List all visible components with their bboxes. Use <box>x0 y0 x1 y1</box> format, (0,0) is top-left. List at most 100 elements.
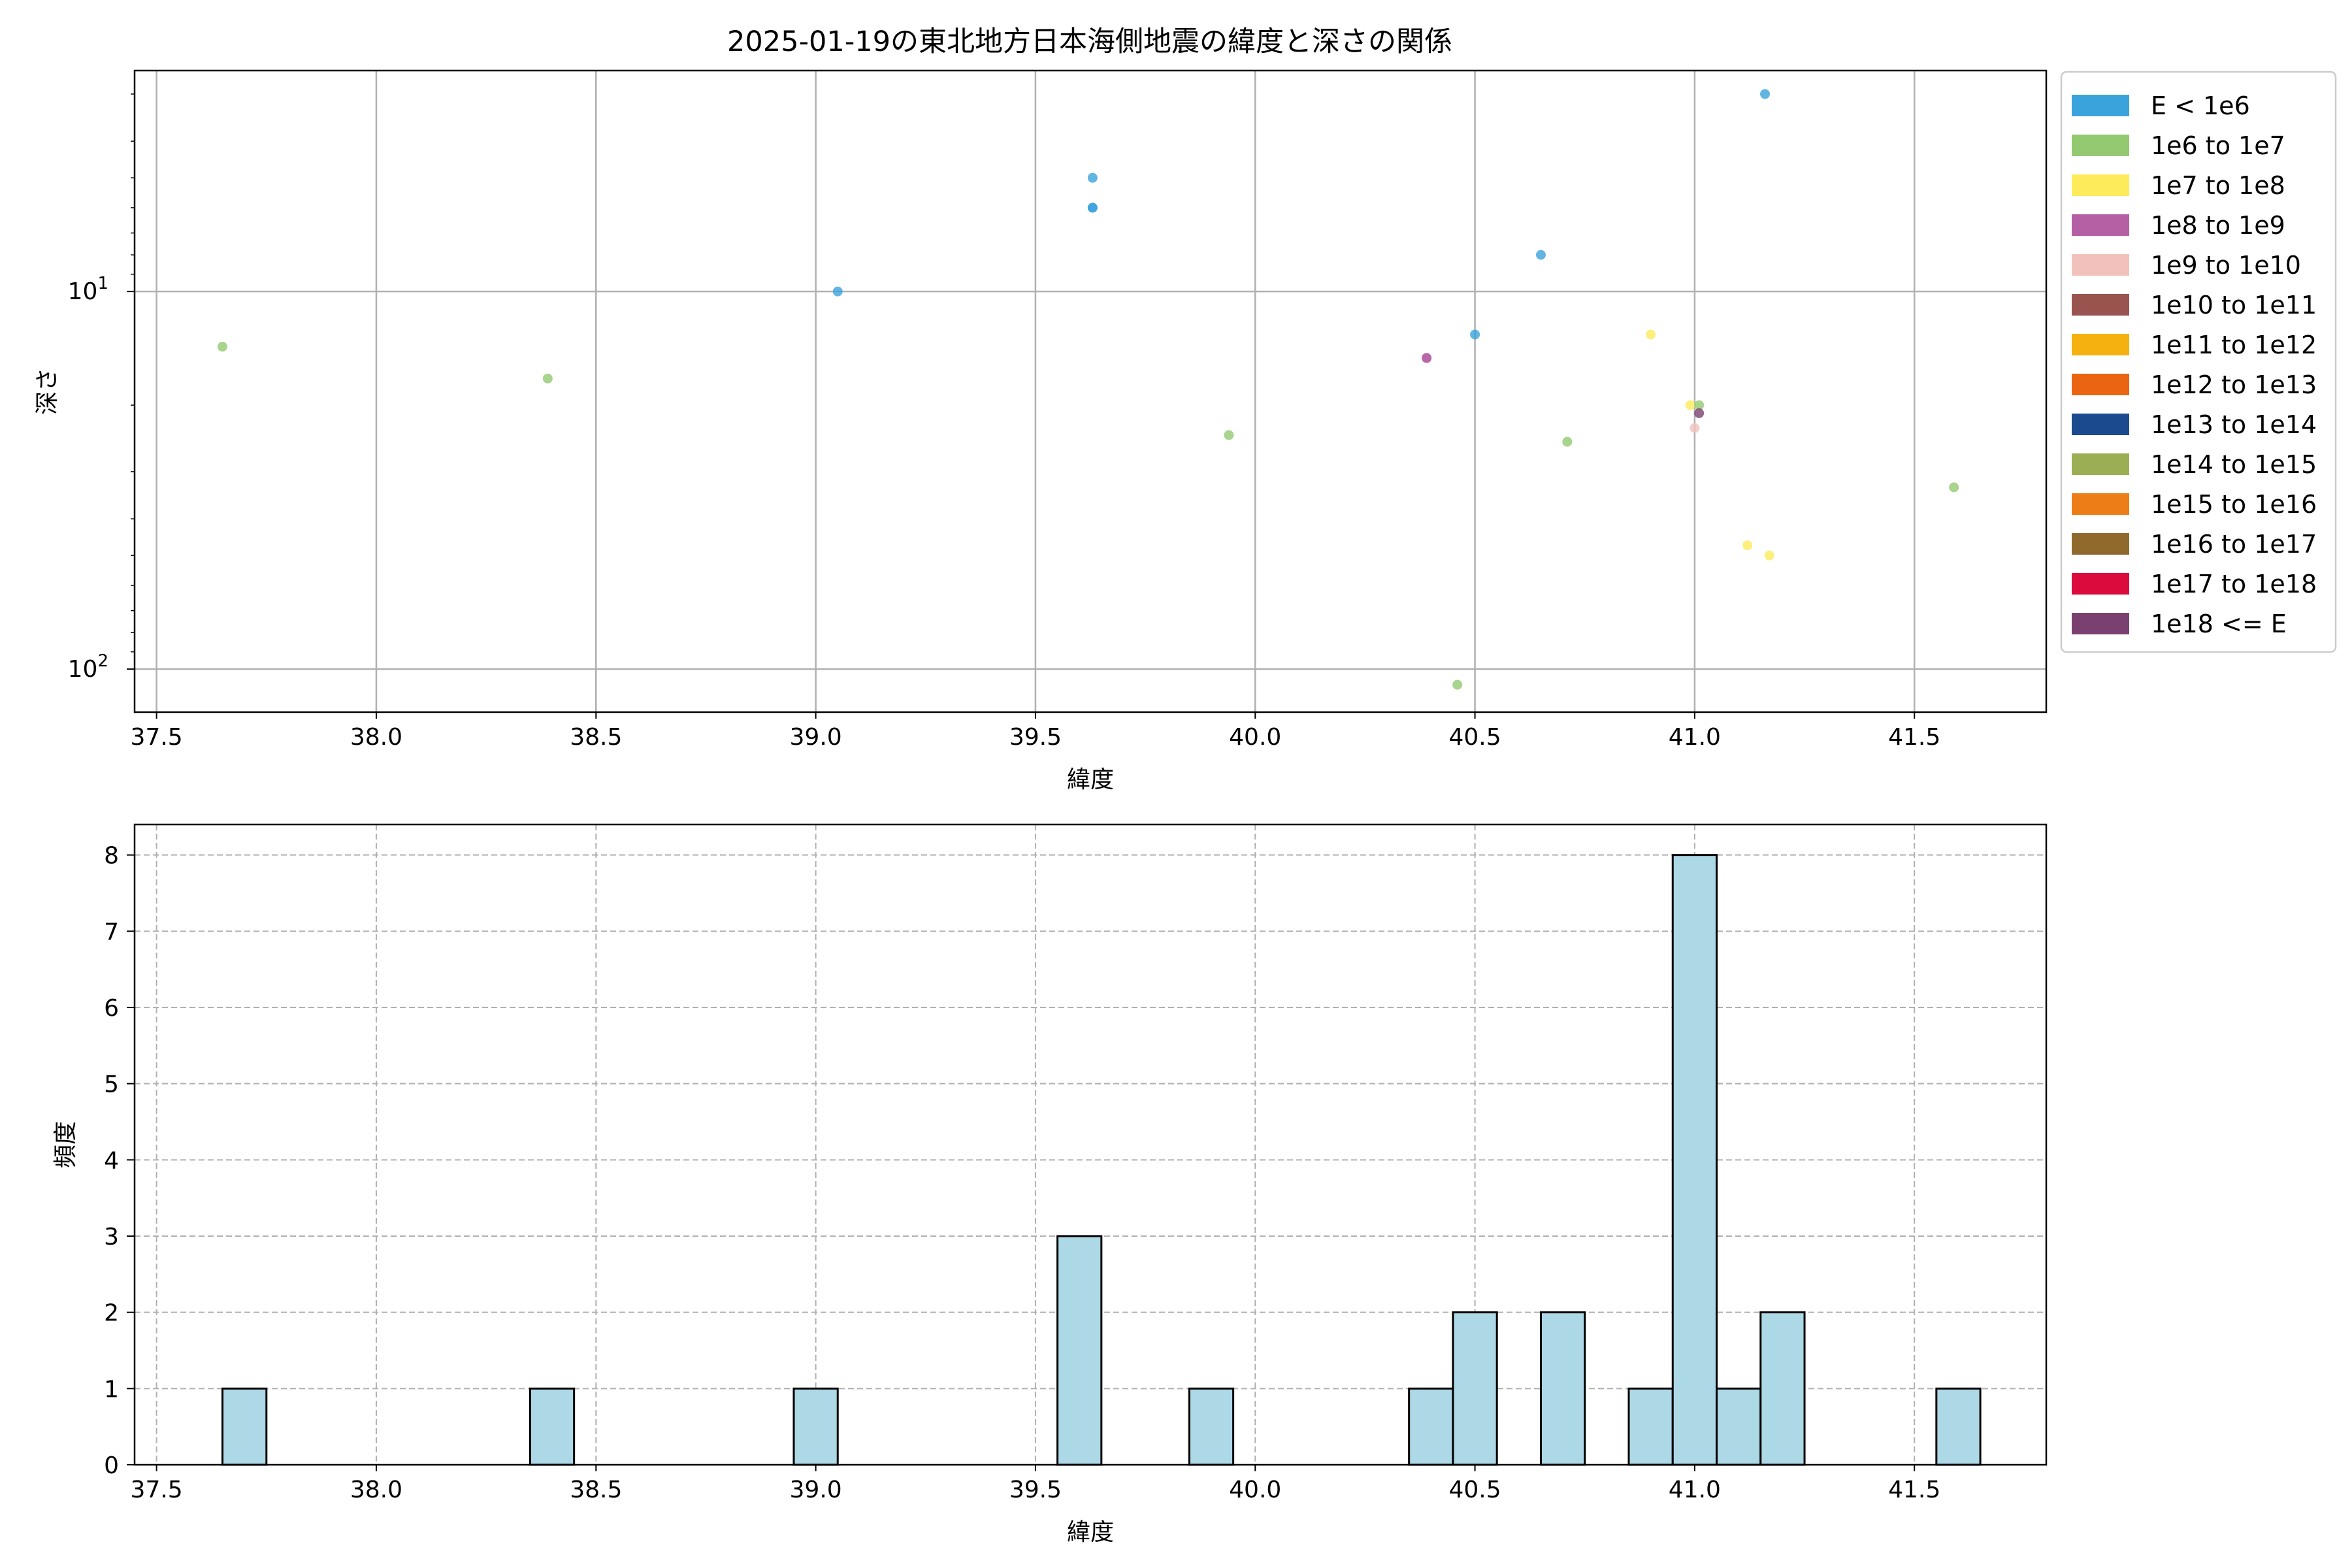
scatter-x-tick-label: 41.5 <box>1888 724 1940 751</box>
legend-swatch <box>2072 493 2129 515</box>
scatter-x-axis-label: 緯度 <box>1067 766 1114 793</box>
histogram-bar <box>1716 1387 1762 1466</box>
legend-label: 1e10 to 1e11 <box>2151 291 2317 319</box>
legend-swatch <box>2072 334 2129 355</box>
legend-swatch <box>2072 573 2129 595</box>
histogram-y-tick-label: 8 <box>104 843 119 870</box>
scatter-point <box>1742 540 1753 551</box>
scatter-y-tick-base: 10 <box>68 656 98 683</box>
scatter-point <box>1685 400 1695 410</box>
legend-label: 1e18 <= E <box>2151 610 2287 638</box>
scatter-point <box>1760 89 1771 99</box>
histogram-bar <box>1408 1387 1454 1466</box>
legend-label: E < 1e6 <box>2151 91 2250 120</box>
scatter-point <box>1690 423 1700 433</box>
histogram-bar <box>529 1387 576 1466</box>
legend-label: 1e15 to 1e16 <box>2151 490 2317 519</box>
scatter-point <box>1562 436 1573 447</box>
legend-swatch <box>2072 294 2129 316</box>
histogram-y-tick-label: 0 <box>104 1452 119 1479</box>
scatter-x-tick-label: 37.5 <box>131 724 183 751</box>
histogram-x-tick-label: 38.0 <box>350 1477 402 1503</box>
scatter-points <box>218 89 1959 690</box>
scatter-x-tick-label: 38.0 <box>350 724 402 751</box>
scatter-point <box>1470 329 1480 340</box>
scatter-axes-frame <box>133 69 2048 713</box>
legend-label: 1e9 to 1e10 <box>2151 251 2301 280</box>
histogram-y-tick-label: 3 <box>104 1224 119 1250</box>
legend-label: 1e13 to 1e14 <box>2151 410 2317 439</box>
histogram-y-tick-label: 4 <box>104 1147 119 1174</box>
scatter-point <box>1087 172 1098 183</box>
legend-label: 1e7 to 1e8 <box>2151 171 2285 200</box>
scatter-x-tick-label: 40.0 <box>1229 724 1281 751</box>
scatter-grid <box>135 71 2046 712</box>
histogram-bar <box>1056 1235 1103 1466</box>
scatter-x-ticks: 37.5 38.0 38.5 39.0 39.5 40.0 40.5 41.0 41.5 <box>131 712 1940 751</box>
legend-frame <box>2060 71 2337 653</box>
histogram-x-tick-label: 39.5 <box>1009 1477 1062 1503</box>
histogram-bar <box>1188 1387 1235 1466</box>
legend-swatch <box>2072 174 2129 196</box>
histogram-bars <box>221 854 1982 1466</box>
histogram-bar <box>792 1387 839 1466</box>
scatter-y-tick-base: 10 <box>68 278 98 305</box>
legend-label: 1e17 to 1e18 <box>2151 570 2317 598</box>
legend-label: 1e12 to 1e13 <box>2151 370 2317 399</box>
histogram-y-tick-label: 6 <box>104 995 119 1022</box>
scatter-y-tick-exponent: 2 <box>97 651 108 671</box>
legend-swatch <box>2072 95 2129 116</box>
legend: E < 1e6 1e6 to 1e7 1e7 to 1e8 1e8 to 1e9 1e9… <box>2060 71 2337 653</box>
histogram-panel: 37.5 38.0 38.5 39.0 39.5 40.0 40.5 41.0 41.5 0 1 2… <box>52 823 2048 1546</box>
scatter-point <box>1422 353 1432 363</box>
legend-swatch <box>2072 613 2129 634</box>
scatter-point <box>1087 203 1098 213</box>
scatter-y-tick-label: 101 <box>68 274 108 305</box>
scatter-y-tick-label: 102 <box>68 651 108 683</box>
histogram-x-tick-label: 40.5 <box>1448 1477 1501 1503</box>
legend-label: 1e6 to 1e7 <box>2151 131 2285 160</box>
legend-swatch <box>2072 214 2129 236</box>
scatter-point <box>542 373 553 384</box>
legend-swatch <box>2072 374 2129 395</box>
histogram-y-tick-label: 1 <box>104 1376 119 1403</box>
scatter-y-tick-exponent: 1 <box>97 274 108 293</box>
histogram-x-tick-label: 40.0 <box>1229 1477 1281 1503</box>
scatter-point <box>1694 400 1705 410</box>
scatter-point <box>1694 408 1705 418</box>
scatter-point <box>218 342 228 352</box>
histogram-y-axis-label: 頻度 <box>52 1121 79 1168</box>
scatter-point <box>1224 430 1234 440</box>
histogram-x-tick-label: 41.5 <box>1888 1477 1940 1503</box>
legend-swatch <box>2072 414 2129 435</box>
histogram-x-tick-label: 37.5 <box>131 1477 183 1503</box>
scatter-point <box>1452 679 1463 690</box>
legend-swatch <box>2072 453 2129 475</box>
scatter-point <box>832 286 843 297</box>
histogram-bar <box>1759 1311 1806 1466</box>
histogram-y-ticks: 0 1 2 3 4 5 6 7 8 <box>104 843 135 1479</box>
scatter-title: 2025-01-19の東北地方日本海側地震の緯度と深さの関係 <box>727 25 1452 58</box>
legend-swatch <box>2072 533 2129 555</box>
scatter-x-tick-label: 40.5 <box>1448 724 1501 751</box>
histogram-y-tick-label: 7 <box>104 919 119 945</box>
scatter-x-tick-label: 39.0 <box>790 724 842 751</box>
histogram-x-tick-label: 39.0 <box>790 1477 842 1503</box>
histogram-bar <box>221 1387 268 1466</box>
legend-swatch <box>2072 254 2129 276</box>
histogram-x-ticks: 37.5 38.0 38.5 39.0 39.5 40.0 40.5 41.0 41.5 <box>131 1465 1940 1503</box>
histogram-bar <box>1671 854 1718 1466</box>
histogram-y-tick-label: 2 <box>104 1300 119 1327</box>
legend-swatch <box>2072 135 2129 156</box>
legend-label: 1e14 to 1e15 <box>2151 450 2317 479</box>
scatter-point <box>1949 482 1959 493</box>
histogram-bar <box>1935 1387 1982 1466</box>
legend-items: E < 1e6 1e6 to 1e7 1e7 to 1e8 1e8 to 1e9 1e9… <box>2072 91 2317 638</box>
scatter-point <box>1646 329 1656 340</box>
histogram-x-tick-label: 38.5 <box>570 1477 622 1503</box>
scatter-x-tick-label: 38.5 <box>570 724 622 751</box>
histogram-bar <box>1627 1387 1674 1466</box>
